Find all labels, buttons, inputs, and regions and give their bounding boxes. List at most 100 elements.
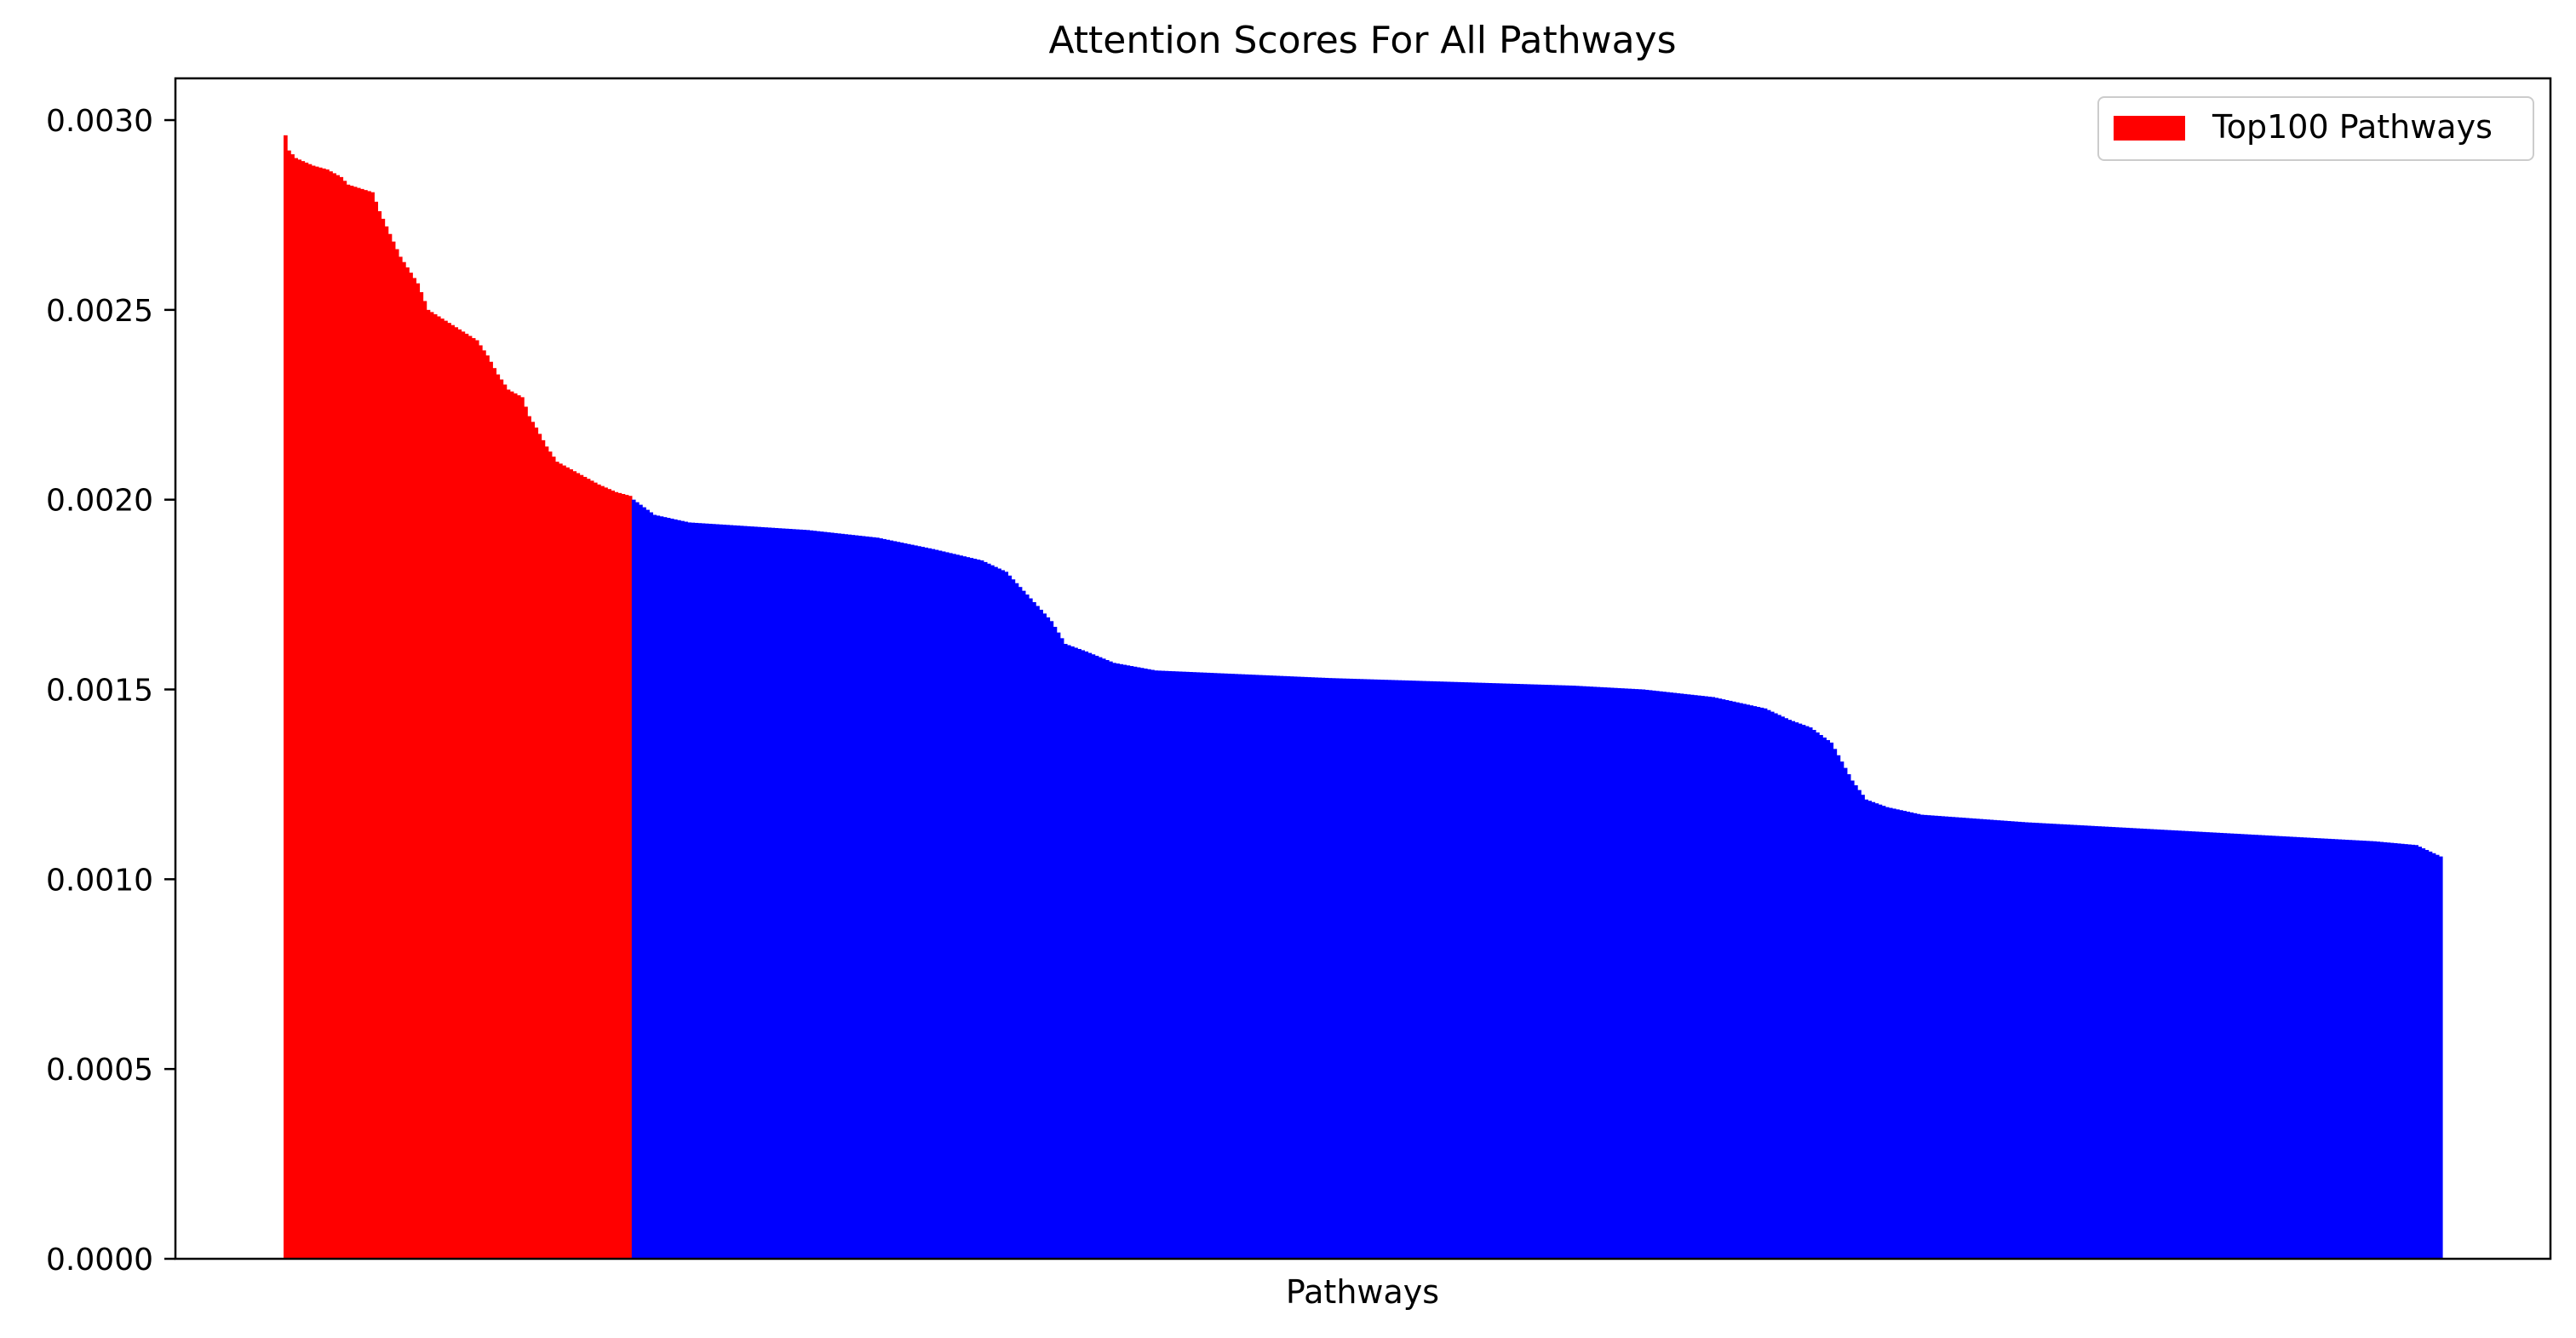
bar-top100 xyxy=(551,457,556,1259)
bar xyxy=(1418,680,1423,1259)
bar xyxy=(854,535,859,1259)
bar xyxy=(1286,676,1291,1259)
bar xyxy=(882,538,886,1259)
bar xyxy=(2379,841,2384,1259)
bar-top100 xyxy=(297,159,302,1259)
bar xyxy=(834,532,838,1259)
bar xyxy=(1916,813,1921,1259)
bar xyxy=(1676,692,1681,1259)
bar xyxy=(645,509,650,1259)
bar xyxy=(1491,683,1496,1259)
bar-top100 xyxy=(537,434,542,1259)
bar xyxy=(1582,686,1586,1259)
bar xyxy=(2031,822,2036,1259)
bar xyxy=(1672,692,1678,1259)
bar xyxy=(2028,822,2033,1259)
bar xyxy=(1773,713,1778,1259)
bar xyxy=(1109,661,1113,1259)
bar xyxy=(1707,696,1712,1259)
bar-top100 xyxy=(374,201,378,1260)
bar-top100 xyxy=(482,350,486,1259)
bar xyxy=(906,543,911,1259)
bar xyxy=(1387,680,1391,1259)
bar xyxy=(997,568,1001,1259)
bar xyxy=(1867,801,1873,1259)
bar xyxy=(806,530,810,1259)
bar xyxy=(1189,672,1193,1259)
bar xyxy=(1989,819,1994,1259)
bar xyxy=(2069,824,2074,1259)
y-tick-label: 0.0010 xyxy=(46,863,153,898)
bar xyxy=(1529,684,1535,1259)
bar xyxy=(858,536,863,1259)
bar xyxy=(886,539,891,1259)
bar xyxy=(736,525,741,1259)
bar xyxy=(829,532,835,1259)
bar xyxy=(1666,692,1670,1259)
bar xyxy=(1568,685,1573,1259)
bar xyxy=(781,528,786,1259)
bar xyxy=(1766,709,1771,1259)
bar xyxy=(1366,679,1371,1259)
bar-top100 xyxy=(346,184,351,1259)
bar xyxy=(1248,675,1253,1259)
bar xyxy=(2181,830,2186,1259)
bar-top100 xyxy=(429,312,434,1259)
bar xyxy=(2171,830,2175,1259)
bar xyxy=(799,529,803,1259)
bar xyxy=(1223,673,1228,1259)
bar xyxy=(1571,686,1576,1259)
bar xyxy=(1801,725,1806,1259)
bar xyxy=(2136,828,2140,1259)
bar-top100 xyxy=(321,168,326,1260)
bar xyxy=(1139,668,1145,1259)
bar xyxy=(1930,815,1935,1259)
bar xyxy=(753,526,758,1259)
bar xyxy=(1896,809,1900,1259)
bar xyxy=(746,525,751,1259)
bar xyxy=(2390,842,2395,1259)
bar xyxy=(1721,699,1726,1259)
bar-top100 xyxy=(405,267,410,1260)
bar xyxy=(1641,689,1646,1259)
bar xyxy=(1303,676,1308,1259)
bar xyxy=(2407,844,2412,1259)
bar xyxy=(2254,835,2258,1259)
bar xyxy=(1811,730,1816,1259)
bar xyxy=(1609,687,1615,1259)
bar xyxy=(875,537,880,1259)
bar xyxy=(1251,675,1256,1259)
bar xyxy=(1644,689,1649,1259)
y-tick-label: 0.0025 xyxy=(46,294,153,329)
bar xyxy=(1244,674,1249,1259)
bar-top100 xyxy=(447,323,451,1259)
bar xyxy=(1397,680,1403,1259)
bar xyxy=(1328,678,1333,1259)
bar xyxy=(1178,671,1183,1259)
bar xyxy=(2080,825,2085,1259)
bar xyxy=(962,556,967,1259)
bar xyxy=(2205,832,2210,1259)
bar xyxy=(861,536,866,1259)
bar xyxy=(784,528,789,1259)
bar xyxy=(2418,847,2423,1259)
bar-top100 xyxy=(604,487,608,1259)
bar xyxy=(1861,795,1865,1259)
bar xyxy=(697,523,703,1259)
bar xyxy=(795,529,800,1259)
bar xyxy=(1206,672,1211,1259)
bar xyxy=(743,525,748,1259)
bar xyxy=(1112,663,1116,1259)
bar xyxy=(1934,815,1938,1259)
bar xyxy=(1345,678,1350,1259)
bar xyxy=(979,560,984,1259)
bar xyxy=(1544,685,1548,1259)
bar xyxy=(1613,687,1618,1259)
bar xyxy=(1735,702,1740,1259)
bar xyxy=(1979,818,1983,1259)
bar xyxy=(1011,579,1016,1259)
bar xyxy=(2223,833,2228,1259)
bar xyxy=(1104,659,1110,1259)
bar xyxy=(948,553,953,1259)
bar xyxy=(2299,837,2304,1259)
